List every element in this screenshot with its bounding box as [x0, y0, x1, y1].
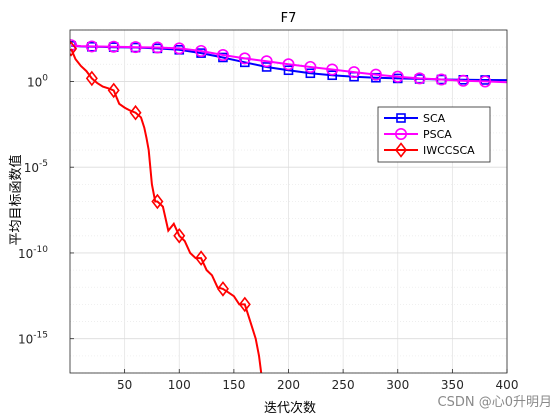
legend-label-sca: SCA — [423, 112, 446, 125]
data-point-psca — [195, 44, 208, 57]
data-point-iwccsca — [238, 296, 251, 313]
legend-label-iwccsca: IWCCSCA — [423, 144, 475, 157]
series-psca — [70, 39, 507, 88]
x-tick-label: 300 — [386, 378, 409, 392]
data-point-iwccsca — [107, 82, 120, 99]
data-point-iwccsca — [85, 70, 98, 87]
data-point-psca — [457, 74, 470, 87]
legend: SCA PSCA IWCCSCA — [377, 106, 491, 163]
data-point-psca — [391, 70, 404, 83]
y-axis-label: 平均目标函数值 — [8, 154, 24, 245]
data-point-sca — [261, 62, 272, 72]
data-point-iwccsca — [151, 193, 164, 210]
data-point-psca — [151, 41, 164, 54]
series-group — [70, 39, 507, 373]
data-point-iwccsca — [129, 104, 142, 121]
chart-title: F7 — [281, 11, 297, 26]
data-point-sca — [305, 68, 316, 79]
legend-marker-psca — [394, 128, 407, 141]
data-point-psca — [326, 63, 339, 76]
legend-label-psca: PSCA — [423, 128, 452, 141]
data-point-psca — [435, 73, 448, 86]
data-point-psca — [282, 58, 295, 71]
data-point-sca — [327, 70, 338, 81]
data-point-psca — [107, 40, 120, 53]
data-point-psca — [304, 60, 317, 73]
x-tick-label: 400 — [496, 378, 519, 392]
x-tick-label: 200 — [277, 378, 300, 392]
series-iwccsca — [70, 40, 263, 373]
series-line-psca — [71, 44, 507, 84]
x-tick-label: 250 — [332, 378, 355, 392]
x-axis-label: 迭代次数 — [264, 400, 316, 416]
data-point-psca — [85, 40, 98, 53]
x-tick-label: 100 — [168, 378, 191, 392]
x-tick-label: 150 — [222, 378, 245, 392]
legend-marker-iwccsca — [394, 142, 408, 158]
data-point-sca — [283, 65, 294, 76]
data-point-iwccsca — [216, 281, 229, 297]
data-point-psca — [216, 48, 229, 61]
watermark: CSDN @心0升明月 — [438, 395, 552, 410]
data-point-iwccsca — [70, 40, 78, 57]
data-point-psca — [479, 75, 492, 88]
data-point-iwccsca — [173, 227, 186, 244]
data-point-psca — [238, 52, 251, 65]
x-tick-label: 50 — [117, 378, 132, 392]
x-tick-label: 350 — [441, 378, 464, 392]
data-point-iwccsca — [195, 250, 208, 266]
data-point-psca — [129, 41, 142, 54]
data-point-psca — [348, 66, 361, 79]
legend-marker-sca — [396, 113, 406, 123]
data-point-psca — [173, 42, 186, 55]
data-point-psca — [260, 55, 273, 68]
data-point-psca — [369, 68, 382, 81]
data-point-psca — [413, 72, 426, 85]
